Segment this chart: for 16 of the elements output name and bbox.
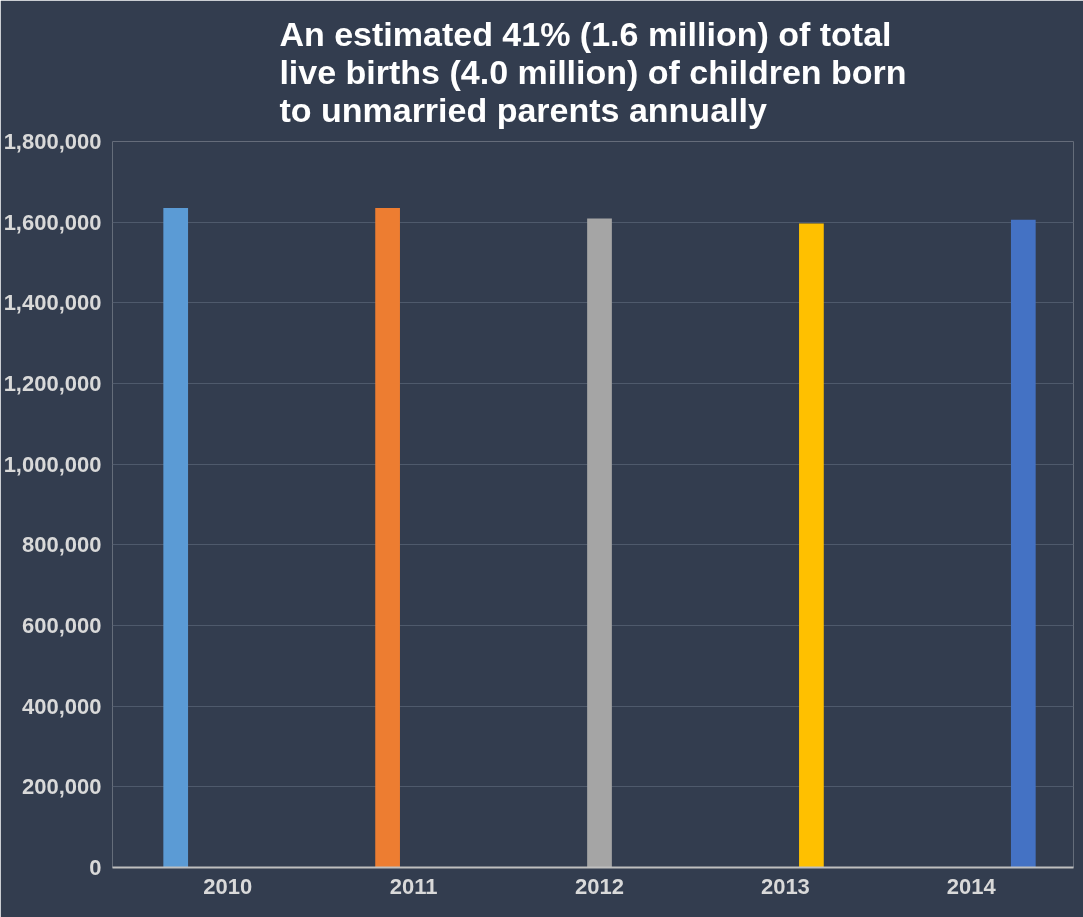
x-tick-label: 2014 [946, 873, 997, 899]
x-tick-label: 2011 [389, 873, 438, 899]
y-tick-label: 200,000 [21, 774, 102, 800]
y-tick-label: 0 [89, 855, 102, 880]
y-tick-label: 600,000 [21, 613, 102, 638]
chart-title: An estimated 41% (1.6 million) of total live births (4.0 million) of children born to unmarried parents annually [279, 15, 907, 129]
y-tick-label: 1,000,000 [3, 451, 102, 477]
y-tick-label: 1,600,000 [3, 209, 102, 235]
x-tick-label: 2012 [575, 873, 624, 899]
y-tick-label: 800,000 [21, 532, 102, 558]
y-tick-label: 400,000 [21, 693, 102, 719]
x-tick-label: 2013 [760, 873, 810, 899]
x-tick-label: 2010 [203, 873, 253, 899]
y-tick-label: 1,800,000 [3, 129, 102, 154]
y-tick-label: 1,200,000 [3, 371, 102, 396]
y-tick-label: 1,400,000 [3, 290, 102, 316]
